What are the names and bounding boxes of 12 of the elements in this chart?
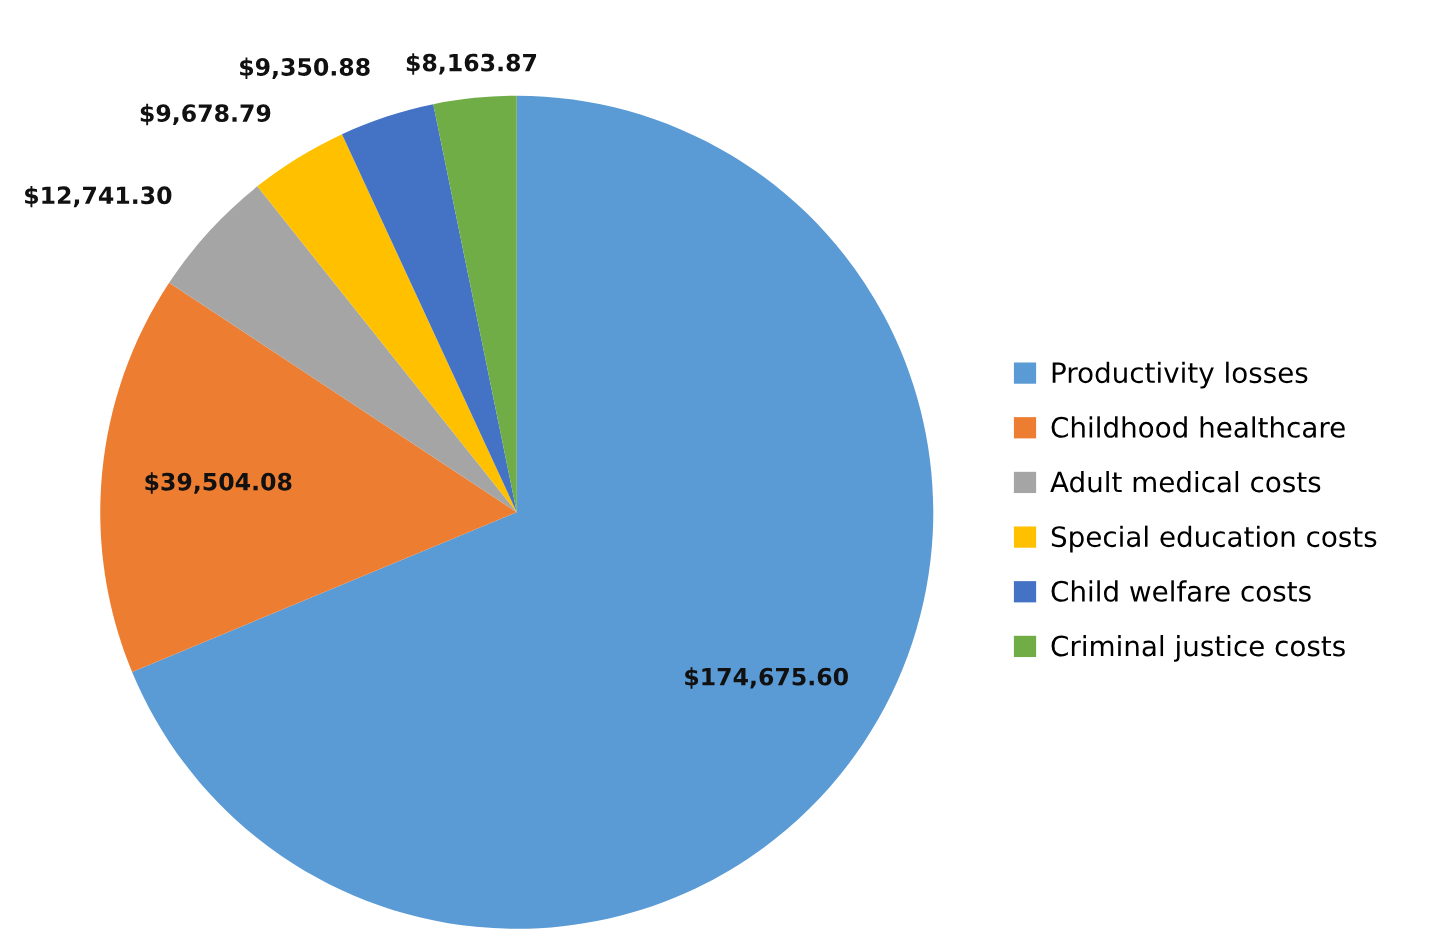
legend-label: Adult medical costs [1050,470,1321,493]
legend-label: Child welfare costs [1051,580,1311,602]
data-label: $9,678.79 [140,103,271,126]
data-label: $174,675.60 [685,667,848,689]
legend-label: Criminal justice costs [1051,634,1345,662]
legend-label: Special education costs [1051,525,1377,553]
legend-label: Childhood healthcare [1051,416,1345,438]
legend-label: Productivity losses [1052,361,1308,389]
data-label: $9,350.88 [240,57,370,80]
data-label: $12,741.30 [25,185,172,208]
data-label: $39,504.08 [145,472,292,494]
data-label: $8,163.87 [406,53,537,75]
